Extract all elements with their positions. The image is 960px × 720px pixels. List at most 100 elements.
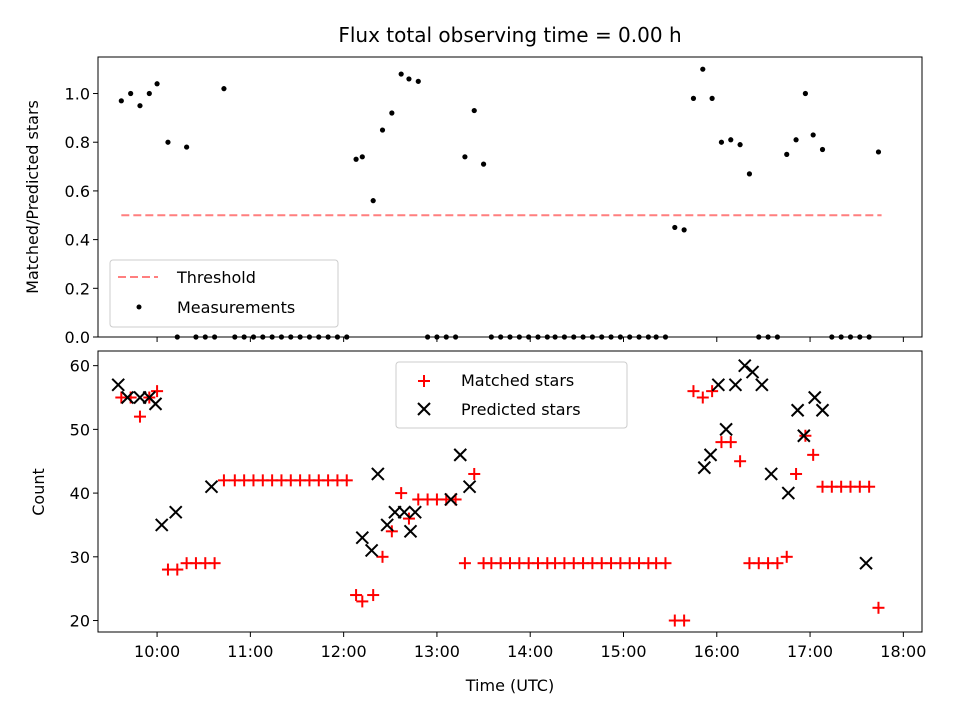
measurement-point xyxy=(359,154,365,160)
matched-star-point xyxy=(171,563,184,576)
legend-threshold-label: Threshold xyxy=(176,268,256,287)
predicted-star-point xyxy=(728,378,743,392)
matched-star-point xyxy=(151,385,164,398)
measurement-point xyxy=(681,227,687,233)
measurement-point xyxy=(746,171,753,177)
matched-star-point xyxy=(799,429,812,442)
predicted-star-point xyxy=(111,378,125,392)
predicted-star-point xyxy=(808,390,822,405)
top-y-axis: 0.0 0.2 0.4 0.6 0.8 1.0 xyxy=(65,85,98,347)
matched-star-point xyxy=(659,557,672,570)
bottom-x-tick-label: 17:00 xyxy=(787,642,833,661)
bottom-y-tick-label: 20 xyxy=(70,612,90,631)
bottom-legend-box xyxy=(395,361,628,429)
measurement-point xyxy=(406,76,412,82)
top-y-axis-label: Matched/Predicted stars xyxy=(23,100,42,294)
measurement-point xyxy=(221,86,227,92)
legend-predicted-label: Predicted stars xyxy=(461,400,581,419)
legend-matched-swatch xyxy=(418,375,430,387)
top-y-tick-label: 0.0 xyxy=(65,328,90,347)
matched-star-point xyxy=(696,391,709,404)
measurement-point xyxy=(875,149,882,155)
predicted-star-point xyxy=(204,480,219,494)
matched-star-point xyxy=(687,385,700,398)
top-legend: Threshold Measurements xyxy=(109,259,339,328)
measurement-point xyxy=(370,198,376,204)
measurement-point xyxy=(379,127,386,133)
top-x-axis xyxy=(156,337,904,342)
predicted-star-point xyxy=(697,460,712,475)
bottom-y-tick-label: 30 xyxy=(70,548,90,567)
predicted-star-point xyxy=(148,397,163,411)
measurement-point xyxy=(118,98,124,104)
predicted-star-point xyxy=(397,505,411,519)
predicted-star-point xyxy=(155,518,169,532)
predicted-star-point xyxy=(755,378,769,392)
matched-star-point xyxy=(807,448,820,461)
matched-star-point xyxy=(458,557,471,570)
predicted-star-point xyxy=(169,505,183,519)
predicted-star-point xyxy=(408,505,422,519)
bottom-x-tick-label: 10:00 xyxy=(134,642,180,661)
matched-star-point xyxy=(340,474,353,487)
measurement-point xyxy=(480,161,487,167)
bottom-plot-area xyxy=(111,358,885,627)
measurement-point xyxy=(154,81,160,87)
bottom-y-axis-label: Count xyxy=(29,468,48,516)
legend-measurements-swatch xyxy=(136,304,142,310)
matched-star-point xyxy=(872,601,885,614)
predicted-star-point xyxy=(719,422,733,437)
chart-title: Flux total observing time = 0.00 h xyxy=(338,23,681,47)
matched-star-point xyxy=(706,385,719,398)
measurement-point xyxy=(471,107,477,114)
matched-star-point xyxy=(771,557,784,570)
predicted-star-point xyxy=(859,556,873,570)
predicted-star-point xyxy=(797,429,811,443)
matched-star-point xyxy=(133,410,146,423)
top-y-tick-label: 1.0 xyxy=(65,85,90,104)
predicted-star-point xyxy=(781,486,796,500)
predicted-star-point xyxy=(745,365,760,379)
bottom-x-tick-label: 11:00 xyxy=(227,642,273,661)
matched-star-point xyxy=(780,550,793,563)
predicted-star-point xyxy=(380,518,394,532)
predicted-star-point xyxy=(790,403,805,417)
measurement-point xyxy=(146,90,152,97)
bottom-y-tick-label: 40 xyxy=(70,484,90,503)
bottom-axes-frame xyxy=(97,350,923,633)
measurement-point xyxy=(389,110,395,116)
bottom-x-axis: 10:00 11:00 12:00 13:00 14:00 15:00 16:00 17:00… xyxy=(134,632,926,661)
measurement-point xyxy=(784,151,790,157)
x-axis-label: Time (UTC) xyxy=(465,676,554,695)
measurement-point xyxy=(690,95,697,101)
bottom-x-tick-label: 13:00 xyxy=(414,642,460,661)
matched-star-point xyxy=(385,525,398,538)
matched-star-point xyxy=(734,455,747,468)
matched-star-point xyxy=(790,467,803,480)
measurement-point xyxy=(137,103,143,109)
bottom-legend: Matched stars Predicted stars xyxy=(395,361,628,429)
predicted-star-point xyxy=(815,403,830,417)
measurement-point xyxy=(353,156,359,162)
predicted-star-point xyxy=(355,530,370,545)
predicted-star-point xyxy=(711,378,726,392)
measurement-point xyxy=(810,132,816,138)
bottom-y-tick-label: 50 xyxy=(70,420,90,439)
matched-star-point xyxy=(367,589,380,602)
measurement-point xyxy=(398,71,404,77)
top-y-tick-label: 0.8 xyxy=(65,133,90,152)
bottom-x-tick-label: 16:00 xyxy=(694,642,740,661)
measurement-point xyxy=(819,146,826,153)
top-plot-area xyxy=(118,66,882,340)
matched-star-point xyxy=(208,557,221,570)
measurement-point xyxy=(462,154,468,160)
measurement-point xyxy=(709,95,715,101)
matched-star-point xyxy=(724,436,737,449)
predicted-star-point xyxy=(703,448,718,462)
bottom-x-tick-label: 12:00 xyxy=(321,642,367,661)
measurement-point xyxy=(737,142,743,148)
predicted-star-point xyxy=(120,390,135,405)
top-axes-frame xyxy=(97,56,923,338)
